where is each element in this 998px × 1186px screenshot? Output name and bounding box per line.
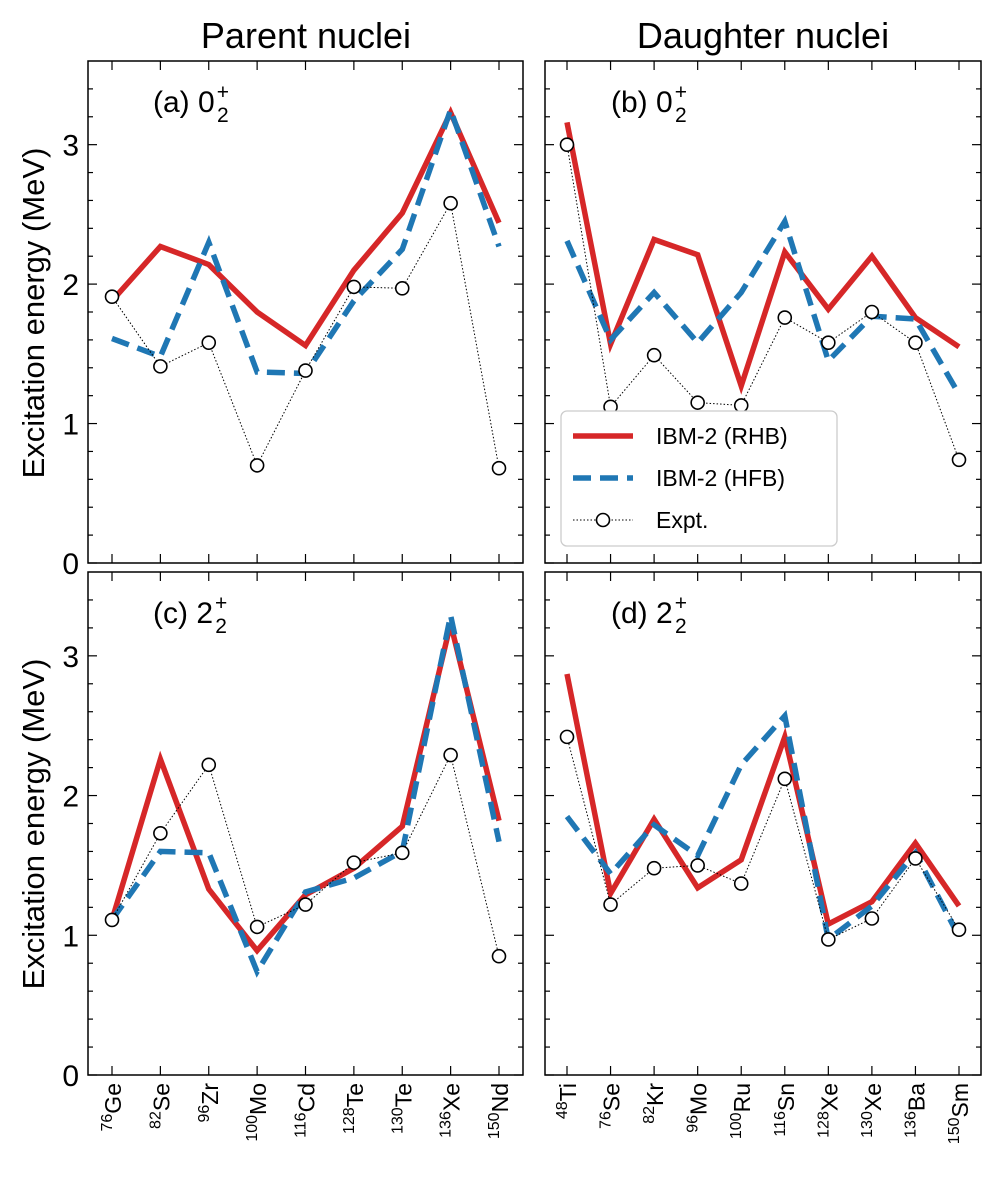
y-tick-label: 2 (62, 269, 79, 302)
expt-point (394, 845, 410, 861)
panel-c: 0 1 2 3 76Ge 82Se 96Zr 100Mo 116Cd 128Te 130Te 136X… (62, 571, 524, 1142)
expt-point (690, 858, 705, 873)
x-tick-label: 82Kr (641, 1083, 668, 1124)
series-line-expt (566, 736, 960, 941)
series-line-rhb (109, 106, 502, 350)
y-tick-label: 2 (62, 781, 79, 814)
y-tick-label: 0 (62, 1060, 79, 1093)
legend-label-rhb: IBM-2 (RHB) (656, 423, 788, 449)
expt-point (298, 897, 313, 912)
expt-point (491, 948, 507, 964)
x-tick-label: 128Xe (815, 1083, 842, 1138)
expt-point (443, 195, 458, 211)
expt-point (646, 860, 662, 876)
series-line-rhb (564, 673, 962, 929)
x-tick-label: 136Ba (902, 1083, 929, 1138)
expt-point (298, 363, 313, 378)
x-tick-label: 130Te (389, 1083, 416, 1134)
y-tick-label: 0 (62, 548, 79, 581)
axes-frame (87, 60, 524, 564)
expt-point (908, 851, 923, 866)
expt-point (201, 335, 217, 350)
expt-point (908, 335, 923, 350)
expt-point (864, 304, 880, 320)
expt-point (346, 279, 362, 295)
expt-point (153, 825, 168, 841)
expt-point (951, 452, 967, 468)
series-line-hfb (109, 614, 502, 978)
axes-frame (544, 571, 982, 1076)
expt-point (443, 747, 458, 763)
expt-point (491, 460, 507, 476)
panel-a: 0 1 2 3 (a) 0+ 2 (62, 60, 524, 581)
panel-label: (c) 2+ 2 (153, 592, 227, 638)
series-line-hfb (564, 214, 962, 396)
y-axis-label-top: Excitation energy (MeV) (16, 148, 51, 479)
x-tick-label: 150Nd (486, 1083, 513, 1139)
x-tick-label: 150Sm (946, 1083, 973, 1144)
expt-point (249, 458, 265, 473)
expt-point (646, 347, 662, 363)
expt-point (733, 398, 749, 413)
x-tick-label: 96Zr (196, 1083, 223, 1123)
legend-label-expt: Expt. (656, 507, 708, 533)
x-tick-label: 128Te (341, 1083, 368, 1134)
y-axis-label-bottom: Excitation energy (MeV) (16, 659, 51, 990)
series-line-expt (111, 201, 500, 469)
series-line-expt (566, 144, 960, 460)
x-tick-label: 76Ge (99, 1083, 126, 1131)
expt-point (777, 310, 793, 325)
x-tick-label: 136Xe (438, 1083, 465, 1138)
expt-point (201, 757, 217, 773)
expt-point (733, 876, 749, 891)
expt-point (864, 911, 880, 926)
series-line-rhb (564, 121, 961, 395)
expt-point (104, 912, 120, 928)
expt-point (394, 280, 410, 296)
expt-point (821, 932, 836, 947)
panel-label: (b) 0+ 2 (611, 81, 687, 127)
x-tick-label: 82Se (147, 1083, 174, 1129)
expt-point (821, 335, 836, 350)
expt-point (346, 855, 362, 870)
series-line-hfb (111, 101, 502, 377)
column-title-daughter: Daughter nuclei (637, 15, 889, 56)
expt-point (951, 922, 967, 937)
y-tick-label: 1 (62, 920, 79, 953)
expt-point (777, 771, 793, 787)
legend-label-hfb: IBM-2 (HFB) (656, 465, 785, 491)
x-tick-label: 100Mo (244, 1083, 271, 1142)
expt-point (249, 919, 265, 935)
column-title-parent: Parent nuclei (201, 15, 411, 56)
x-tick-label: 96Mo (685, 1083, 712, 1133)
y-tick-label: 1 (62, 409, 79, 442)
expt-point (559, 729, 575, 745)
x-tick-label: 116Sn (772, 1083, 799, 1137)
series-line-expt (111, 753, 500, 957)
x-tick-label: 76Se (598, 1083, 625, 1129)
legend: IBM-2 (RHB) IBM-2 (HFB) Expt. (560, 410, 838, 547)
x-tick-label: 48Ti (554, 1083, 581, 1119)
panel-b: (b) 0+ 2 (544, 60, 982, 564)
x-tick-label: 116Cd (293, 1083, 320, 1138)
panel-label: (a) 0+ 2 (153, 81, 229, 127)
x-tick-label: 130Xe (859, 1083, 886, 1138)
legend-marker (595, 512, 611, 528)
expt-point (559, 137, 575, 152)
expt-point (690, 395, 705, 410)
y-tick-label: 3 (62, 130, 79, 163)
panel-label: (d) 2+ 2 (611, 592, 687, 638)
legend-frame (560, 410, 838, 547)
x-tick-label: 100Ru (728, 1083, 755, 1139)
series-line-hfb (564, 709, 962, 945)
expt-point (104, 289, 120, 304)
expt-point (603, 897, 618, 912)
panel-d: 48Ti 76Se 82Kr 96Mo 100Ru 116Sn 128Xe 130Xe 136B… (544, 571, 982, 1144)
y-tick-label: 3 (62, 641, 79, 674)
expt-point (153, 359, 168, 374)
